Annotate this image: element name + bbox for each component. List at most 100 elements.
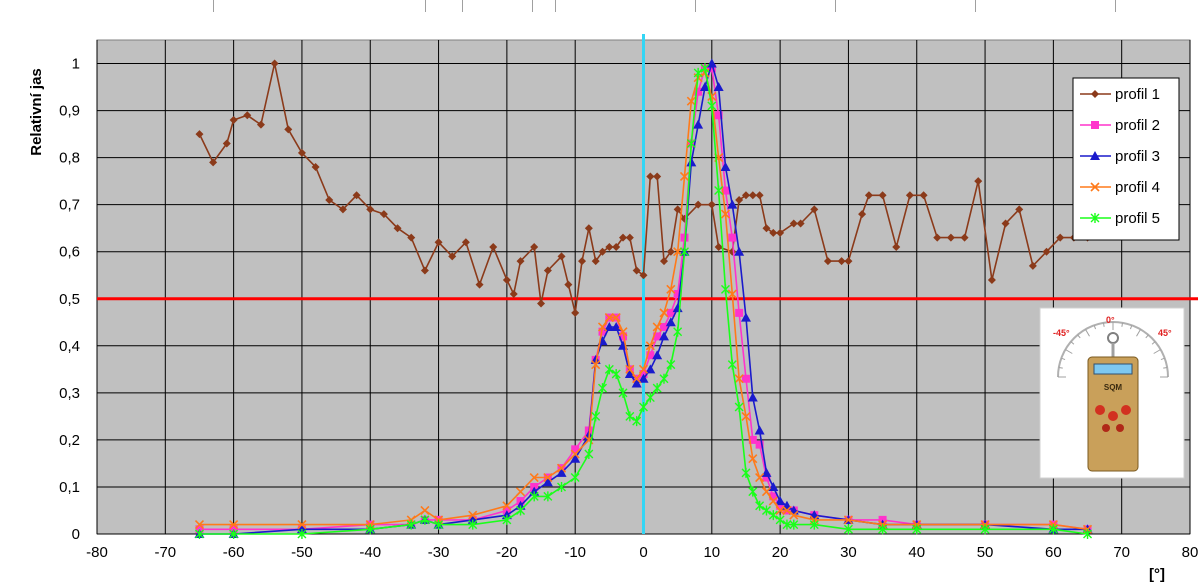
data-point [741,467,751,478]
data-point [734,401,744,412]
data-point [775,514,785,525]
data-point [584,449,594,460]
y-tick-label: 0,3 [59,385,80,402]
device-display [1093,363,1133,375]
data-point [604,364,614,375]
data-point [195,130,204,139]
data-point [720,162,731,172]
x-tick-label: -40 [359,544,381,561]
data-point [420,266,429,275]
data-point [673,205,682,214]
data-point [516,257,525,266]
data-point [974,177,983,186]
data-point [905,191,914,200]
reference-lines [97,34,1198,534]
data-point [407,233,416,242]
data-point [892,243,901,252]
arc-tick [1151,341,1156,345]
data-point [694,87,703,96]
line-chart: -80 -70 -60 -50 -40 -30 -20 -10 0 10 20 30 40 50 60 70 8… [0,12,1198,588]
data-point [646,351,655,360]
x-tick-label: -30 [428,544,450,561]
data-point [946,233,955,242]
data-point [694,200,703,209]
data-point [420,514,430,525]
data-point [747,392,758,402]
x-axis-title: [°] [1149,566,1165,583]
data-point [714,185,724,196]
data-point [776,228,785,237]
x-tick-label: -80 [86,544,108,561]
x-tick-label: 30 [840,544,857,561]
data-point [748,454,758,464]
legend-label: profil 4 [1115,179,1160,196]
y-tick-label: 0,7 [59,197,80,214]
data-point [632,416,642,427]
data-point [646,172,655,181]
data-point [638,373,649,383]
data-point [987,275,996,284]
data-point [556,467,567,477]
angle-label-0: 0° [1106,315,1115,325]
data-point [686,157,697,167]
legend-label: profil 2 [1115,117,1160,134]
data-point [256,120,265,129]
data-point [707,100,717,111]
x-tick-label: 50 [977,544,994,561]
data-point [837,257,846,266]
data-point [605,243,614,252]
data-point [741,411,751,421]
data-point [735,308,744,317]
y-tick-label: 0,8 [59,150,80,167]
data-point [379,210,388,219]
arc-tick [1093,325,1097,330]
data-point [912,524,922,535]
column-divider [425,0,426,12]
data-point [625,411,635,422]
data-point [775,505,785,516]
legend-label: profil 5 [1115,210,1160,227]
data-point [1015,205,1024,214]
data-point [1083,529,1093,539]
data-point [325,195,334,204]
device-button-icon [1102,424,1110,432]
y-tick-label: 0,5 [59,291,80,308]
data-point [639,401,648,412]
data-point [311,163,320,172]
data-point [741,191,750,200]
data-point [570,453,581,463]
device-label: SQM [1104,383,1123,392]
column-divider [975,0,976,12]
angle-scale-ticks [1058,322,1168,378]
data-point [543,491,553,502]
data-point [502,514,512,525]
data-point [1048,524,1058,535]
data-point [229,529,239,539]
data-point [878,191,887,200]
arc-tick [1070,341,1075,345]
data-point [542,477,553,487]
data-point [619,233,628,242]
data-point [297,529,307,539]
data-point [570,472,580,483]
data-point [222,139,231,148]
data-point [769,492,778,501]
data-point [734,246,745,256]
data-point [468,510,478,520]
x-axis-ticks: -80 -70 -60 -50 -40 -30 -20 -10 0 10 20 30 40 50 60 70 8… [86,544,1198,561]
data-point [612,243,621,252]
data-point [611,313,621,323]
column-divider [555,0,556,12]
data-point [529,472,539,483]
data-point [194,520,205,530]
data-point [720,284,730,295]
data-point [858,210,867,219]
data-point [652,350,663,360]
angle-label-minus45: -45° [1053,328,1070,338]
data-point [1056,233,1065,242]
data-point [209,158,218,167]
x-tick-label: 40 [908,544,925,561]
x-tick-label: -60 [223,544,245,561]
column-divider [1115,0,1116,12]
data-point [632,266,641,275]
